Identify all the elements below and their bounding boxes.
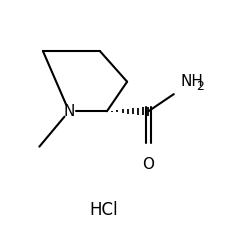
Text: HCl: HCl xyxy=(89,201,118,219)
Text: O: O xyxy=(143,157,155,172)
Text: N: N xyxy=(63,104,75,119)
Text: NH: NH xyxy=(180,74,203,89)
Text: 2: 2 xyxy=(196,80,204,93)
